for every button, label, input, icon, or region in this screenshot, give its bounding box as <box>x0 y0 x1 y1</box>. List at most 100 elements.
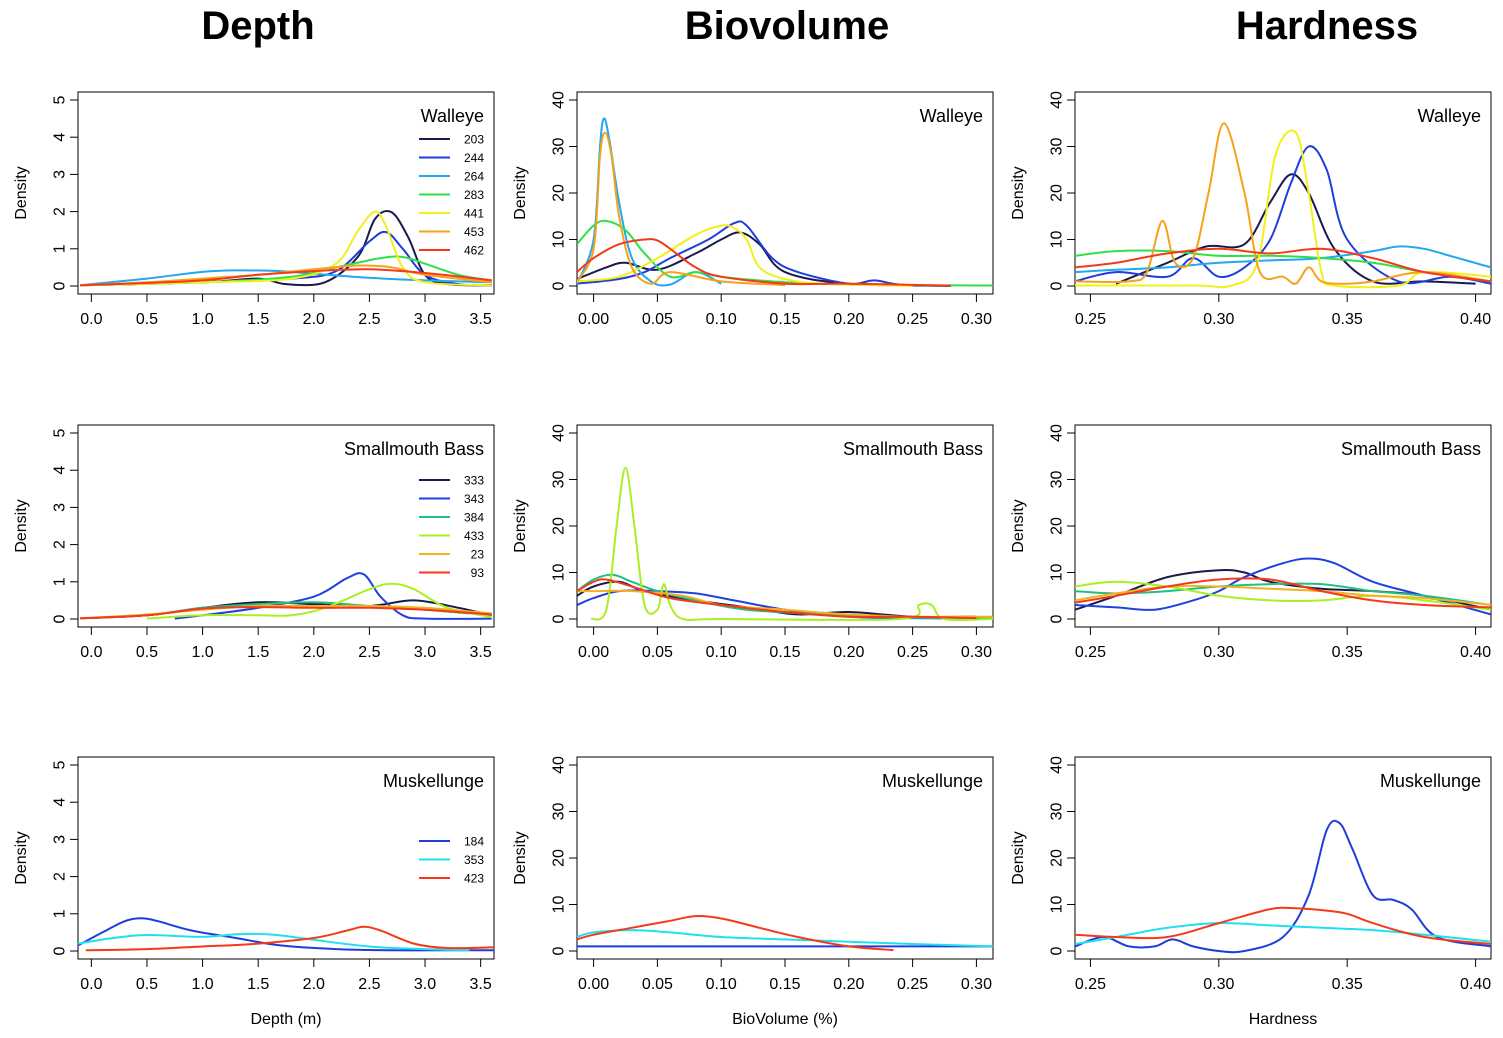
y-tick-label: 40 <box>551 424 568 442</box>
legend-label: 441 <box>464 207 484 221</box>
panel-hardness-row1: 0 10 20 30 40 Density 0.25 0.30 0.35 0.40 Walleye <box>1010 91 1492 328</box>
x-tick-label: 0.40 <box>1460 976 1491 993</box>
y-axis-label: Density <box>13 831 30 884</box>
y-tick-label: 1 <box>52 909 69 918</box>
x-tick-label: 0.05 <box>642 644 673 661</box>
y-tick-label: 40 <box>1049 424 1066 442</box>
x-tick-label: 0.5 <box>136 644 158 661</box>
x-tick-label: 0.5 <box>136 976 158 993</box>
x-tick-label: 0.10 <box>706 644 737 661</box>
y-tick-label: 10 <box>551 896 568 914</box>
legend-label: 264 <box>464 170 484 184</box>
panel-biovolume-row3: 0 10 20 30 40 Density 0.00 0.05 0.10 0.15 0.20 0.25… <box>512 756 994 1028</box>
legend-label: 93 <box>471 566 485 580</box>
density-curve-343 <box>577 589 993 620</box>
x-tick-label: 0.00 <box>578 311 609 328</box>
density-curve-433 <box>590 466 993 622</box>
x-tick-label: 3.5 <box>470 311 492 328</box>
x-tick-label: 0.15 <box>769 976 800 993</box>
y-tick-label: 0 <box>1049 281 1066 290</box>
density-curve-353 <box>1075 922 1491 945</box>
species-label: Muskellunge <box>882 771 983 791</box>
species-label: Walleye <box>421 106 484 126</box>
density-curve-244 <box>577 220 951 287</box>
density-curve-441 <box>577 224 913 287</box>
y-tick-label: 0 <box>52 946 69 955</box>
y-axis-label: Density <box>512 499 529 552</box>
legend-label: 423 <box>464 872 484 886</box>
density-curve-441 <box>80 210 492 287</box>
y-tick-label: 20 <box>551 849 568 867</box>
x-tick-label: 0.35 <box>1332 644 1363 661</box>
x-tick-label: 2.0 <box>303 311 325 328</box>
density-curve-353 <box>78 932 470 952</box>
y-tick-label: 4 <box>52 133 69 142</box>
legend-label: 23 <box>471 548 485 562</box>
x-tick-label: 0.35 <box>1332 311 1363 328</box>
x-tick-label: 1.5 <box>247 644 269 661</box>
x-tick-label: 2.0 <box>303 976 325 993</box>
density-curve-244 <box>1075 145 1491 285</box>
density-curve-343 <box>174 572 492 620</box>
x-tick-label: 0.25 <box>1075 311 1106 328</box>
x-tick-label: 0.30 <box>1203 976 1234 993</box>
legend-label: 343 <box>464 492 484 506</box>
x-tick-label: 0.20 <box>833 976 864 993</box>
density-curve-264 <box>80 269 492 287</box>
density-curve-203 <box>577 231 951 287</box>
x-tick-label: 0.00 <box>578 976 609 993</box>
x-tick-label: 3.0 <box>414 644 436 661</box>
x-tick-label: 0.15 <box>769 311 800 328</box>
x-tick-label: 0.05 <box>642 976 673 993</box>
density-curve-462 <box>1075 247 1491 283</box>
x-tick-label: 3.0 <box>414 976 436 993</box>
panel-biovolume-row1: 0 10 20 30 40 Density 0.00 0.05 0.10 0.15 0.20 0.25… <box>512 91 994 328</box>
density-curve-184 <box>1075 819 1491 954</box>
y-tick-label: 3 <box>52 503 69 512</box>
panel-depth-row1: 0 1 2 3 4 5 Density 0.0 0.5 1.0 1.5 2.0 2.5 3.0 3.5 Wal… <box>13 91 495 328</box>
species-label: Smallmouth Bass <box>1341 439 1481 459</box>
x-tick-label: 0.15 <box>769 644 800 661</box>
y-tick-label: 10 <box>1049 896 1066 914</box>
x-tick-label: 1.0 <box>191 976 213 993</box>
x-tick-label: 0.25 <box>897 644 928 661</box>
y-tick-label: 20 <box>1049 517 1066 535</box>
species-label: Muskellunge <box>383 771 484 791</box>
x-tick-label: 3.5 <box>470 976 492 993</box>
y-tick-label: 0 <box>52 614 69 623</box>
x-tick-label: 0.0 <box>80 311 102 328</box>
y-tick-label: 20 <box>551 184 568 202</box>
x-tick-label: 1.0 <box>191 311 213 328</box>
y-tick-label: 2 <box>52 540 69 549</box>
x-tick-label: 2.5 <box>358 644 380 661</box>
legend-label: 433 <box>464 529 484 543</box>
y-tick-label: 4 <box>52 466 69 475</box>
x-axis-label: BioVolume (%) <box>732 1011 838 1028</box>
y-tick-label: 10 <box>1049 564 1066 582</box>
y-axis-label: Density <box>13 499 30 552</box>
y-tick-label: 10 <box>1049 231 1066 249</box>
species-label: Walleye <box>920 106 983 126</box>
legend-label: 333 <box>464 474 484 488</box>
legend-label: 453 <box>464 225 484 239</box>
density-curve-23 <box>1075 584 1491 606</box>
plot-frame <box>77 424 495 628</box>
species-label: Muskellunge <box>1380 771 1481 791</box>
y-tick-label: 40 <box>551 91 568 109</box>
y-axis-label: Density <box>512 831 529 884</box>
column-title-biovolume: Biovolume <box>684 4 890 48</box>
y-tick-label: 4 <box>52 798 69 807</box>
x-tick-label: 2.5 <box>358 311 380 328</box>
y-tick-label: 40 <box>551 756 568 774</box>
x-tick-label: 3.0 <box>414 311 436 328</box>
x-tick-label: 0.25 <box>1075 976 1106 993</box>
x-axis-label: Hardness <box>1249 1011 1317 1028</box>
legend-label: 384 <box>464 511 484 525</box>
y-tick-label: 1 <box>52 244 69 253</box>
panel-hardness-row3: 0 10 20 30 40 Density 0.25 0.30 0.35 0.40 Hardness… <box>1010 756 1492 1028</box>
density-curve-264 <box>577 117 722 287</box>
x-tick-label: 0.25 <box>897 976 928 993</box>
y-tick-label: 3 <box>52 170 69 179</box>
species-label: Walleye <box>1418 106 1481 126</box>
